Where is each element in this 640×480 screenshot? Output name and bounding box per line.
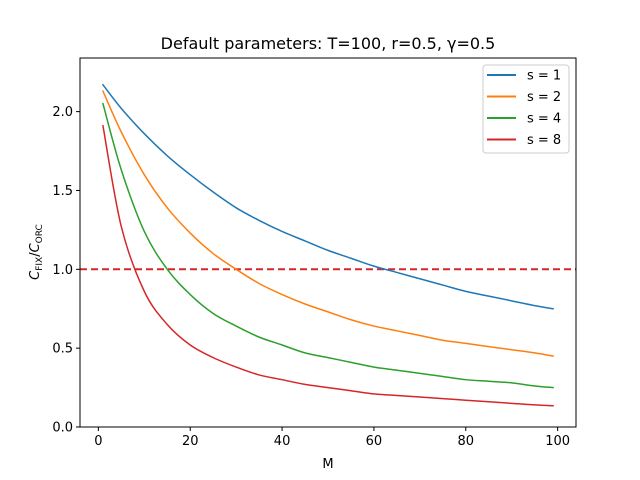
chart-title: Default parameters: T=100, r=0.5, γ=0.5 [161,34,496,53]
x-tick-label: 80 [458,434,475,449]
y-axis: 0.0 0.5 1.0 1.5 2.0 [52,105,80,436]
x-axis-label: M [322,457,333,472]
y-axis-label-sub2: ORC [35,224,45,243]
y-tick-label: 0.5 [52,342,73,357]
y-tick-label: 2.0 [52,105,73,120]
y-tick-label: 1.0 [52,263,73,278]
legend-items: s = 1 s = 2 s = 4 s = 8 [487,69,561,148]
legend-label: s = 1 [527,69,561,84]
y-axis-label-c1: C [28,270,43,280]
y-axis-label: CFIX/CORC [28,224,45,280]
y-axis-label-c2: C [28,242,43,252]
series-line-1 [101,83,554,310]
series-line-4 [102,124,554,407]
legend-label: s = 4 [527,112,561,127]
x-tick-label: 20 [182,434,199,449]
y-tick-label: 0.0 [52,421,73,436]
legend-label: s = 8 [527,133,561,148]
y-tick-label: 1.5 [52,184,73,199]
legend: s = 1 s = 2 s = 4 s = 8 [482,64,570,154]
legend-frame [482,64,570,154]
series-layer [101,83,554,407]
plot-border [79,57,577,428]
series-line-3 [102,102,554,389]
x-tick-label: 100 [545,434,570,449]
x-tick-label: 0 [94,434,102,449]
y-axis-label-sub1: FIX [35,257,45,271]
series-line-2 [101,90,554,357]
x-axis: 0 20 40 60 80 100 [94,427,570,449]
x-tick-label: 40 [274,434,291,449]
x-tick-label: 60 [366,434,383,449]
y-axis-label-slash: / [28,252,43,257]
legend-label: s = 2 [527,90,561,105]
